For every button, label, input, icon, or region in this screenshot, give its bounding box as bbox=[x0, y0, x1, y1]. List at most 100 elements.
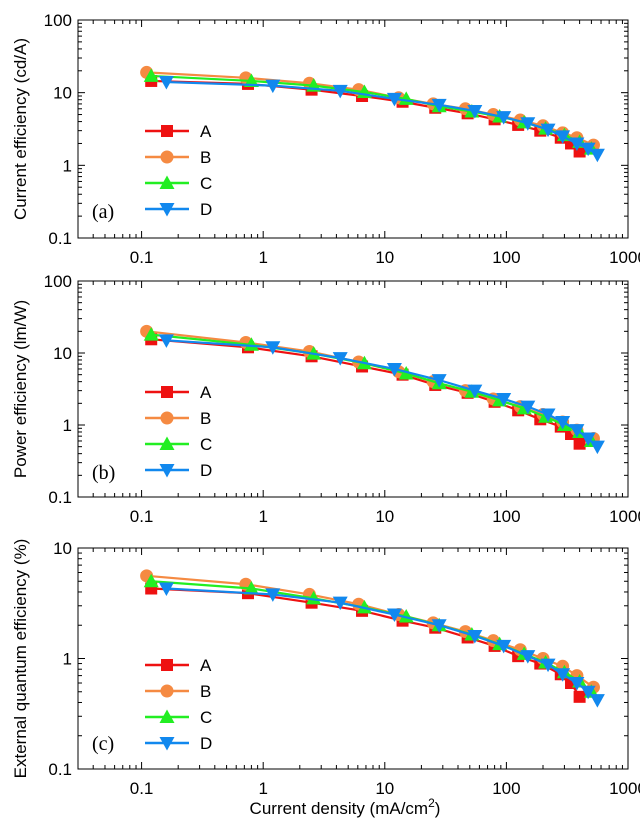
data-point-C bbox=[243, 73, 259, 87]
legend-marker-B bbox=[160, 684, 174, 698]
data-point-D bbox=[580, 685, 596, 700]
x-axis-label-main: Current density (mA/cm bbox=[250, 799, 429, 818]
series-line-D bbox=[166, 339, 599, 448]
data-point-D bbox=[467, 629, 483, 644]
data-point-D bbox=[520, 650, 536, 664]
data-point-C bbox=[143, 327, 159, 341]
y-tick-label: 10 bbox=[53, 344, 72, 363]
data-point-D bbox=[540, 658, 556, 673]
data-point-D bbox=[555, 668, 571, 682]
data-point-D bbox=[265, 79, 281, 94]
data-point-D bbox=[158, 334, 174, 348]
data-point-D bbox=[540, 123, 556, 138]
data-point-C bbox=[143, 573, 159, 588]
legend-marker-B bbox=[160, 411, 174, 425]
x-tick-label: 1 bbox=[258, 248, 267, 267]
legend-marker-D bbox=[159, 203, 175, 217]
y-tick-label: 10 bbox=[53, 84, 72, 103]
y-tick-label: 0.1 bbox=[48, 760, 72, 779]
data-point-D bbox=[580, 432, 596, 446]
data-point-D bbox=[158, 582, 174, 597]
series-line-C bbox=[151, 333, 593, 442]
data-point-D bbox=[555, 416, 571, 430]
x-tick-label: 100 bbox=[492, 507, 520, 526]
data-point-D bbox=[431, 98, 447, 113]
y-tick-label: 100 bbox=[44, 11, 72, 30]
plot-frame bbox=[77, 19, 629, 239]
legend-label-A: A bbox=[200, 122, 212, 141]
data-point-C bbox=[356, 599, 372, 614]
legend-marker-D bbox=[159, 464, 175, 478]
x-tick-label: 100 bbox=[492, 779, 520, 798]
legend-label-C: C bbox=[200, 708, 212, 727]
legend-label-C: C bbox=[200, 174, 212, 193]
y-tick-label: 10 bbox=[53, 539, 72, 558]
data-point-D bbox=[386, 362, 402, 377]
data-point-D bbox=[386, 92, 402, 107]
data-point-D bbox=[496, 111, 512, 125]
data-point-D bbox=[332, 352, 348, 366]
data-point-D bbox=[467, 384, 483, 399]
legend-marker-D bbox=[159, 737, 175, 751]
data-point-D bbox=[589, 148, 605, 163]
x-axis-label-end: ) bbox=[435, 799, 441, 818]
y-axis-label: Current efficiency (cd/A) bbox=[11, 38, 30, 220]
data-point-D bbox=[520, 400, 536, 415]
legend-marker-C bbox=[159, 175, 175, 189]
data-point-A bbox=[573, 690, 586, 703]
legend-marker-A bbox=[161, 125, 173, 137]
data-point-D bbox=[540, 408, 556, 422]
y-tick-label: 100 bbox=[44, 272, 72, 291]
x-tick-label: 100 bbox=[492, 248, 520, 267]
panel-label: (b) bbox=[92, 462, 115, 484]
data-point-D bbox=[569, 677, 585, 691]
data-point-D bbox=[555, 130, 571, 144]
legend-label-B: B bbox=[200, 409, 211, 428]
legend-marker-C bbox=[159, 709, 175, 723]
series-line-B bbox=[146, 330, 594, 440]
plot-frame bbox=[77, 280, 629, 498]
data-point-D bbox=[431, 619, 447, 633]
data-point-D bbox=[580, 142, 596, 157]
y-tick-label: 1 bbox=[63, 650, 72, 669]
x-tick-label: 0.1 bbox=[130, 779, 154, 798]
data-point-D bbox=[467, 104, 483, 119]
panel-label: (c) bbox=[92, 733, 114, 755]
series-line-C bbox=[151, 74, 592, 150]
legend-label-B: B bbox=[200, 148, 211, 167]
legend-label-C: C bbox=[200, 435, 212, 454]
data-point-D bbox=[265, 588, 281, 602]
data-point-D bbox=[589, 694, 605, 708]
data-point-D bbox=[569, 424, 585, 438]
data-point-D bbox=[520, 117, 536, 131]
panel-label: (a) bbox=[92, 201, 114, 223]
x-tick-label: 1 bbox=[258, 507, 267, 526]
series-line-C bbox=[151, 580, 593, 693]
y-tick-label: 1 bbox=[63, 416, 72, 435]
data-point-D bbox=[496, 639, 512, 654]
legend-label-A: A bbox=[200, 656, 212, 675]
y-tick-label: 0.1 bbox=[48, 229, 72, 248]
data-point-D bbox=[496, 392, 512, 407]
y-axis-label: External quantum efficiency (%) bbox=[11, 539, 30, 779]
series-line-A bbox=[151, 338, 581, 445]
legend-marker-A bbox=[161, 659, 173, 671]
legend-label-B: B bbox=[200, 682, 211, 701]
legend-label-D: D bbox=[200, 734, 212, 753]
data-point-D bbox=[265, 341, 281, 355]
data-point-D bbox=[386, 608, 402, 623]
x-tick-label: 10 bbox=[375, 507, 394, 526]
y-axis-label: Power efficiency (lm/W) bbox=[11, 300, 30, 478]
data-point-A bbox=[573, 437, 586, 450]
data-point-D bbox=[569, 137, 585, 151]
x-axis-label-sup: 2 bbox=[428, 796, 435, 810]
legend-label-D: D bbox=[200, 200, 212, 219]
x-tick-label: 1 bbox=[258, 779, 267, 798]
data-point-C bbox=[306, 590, 322, 605]
